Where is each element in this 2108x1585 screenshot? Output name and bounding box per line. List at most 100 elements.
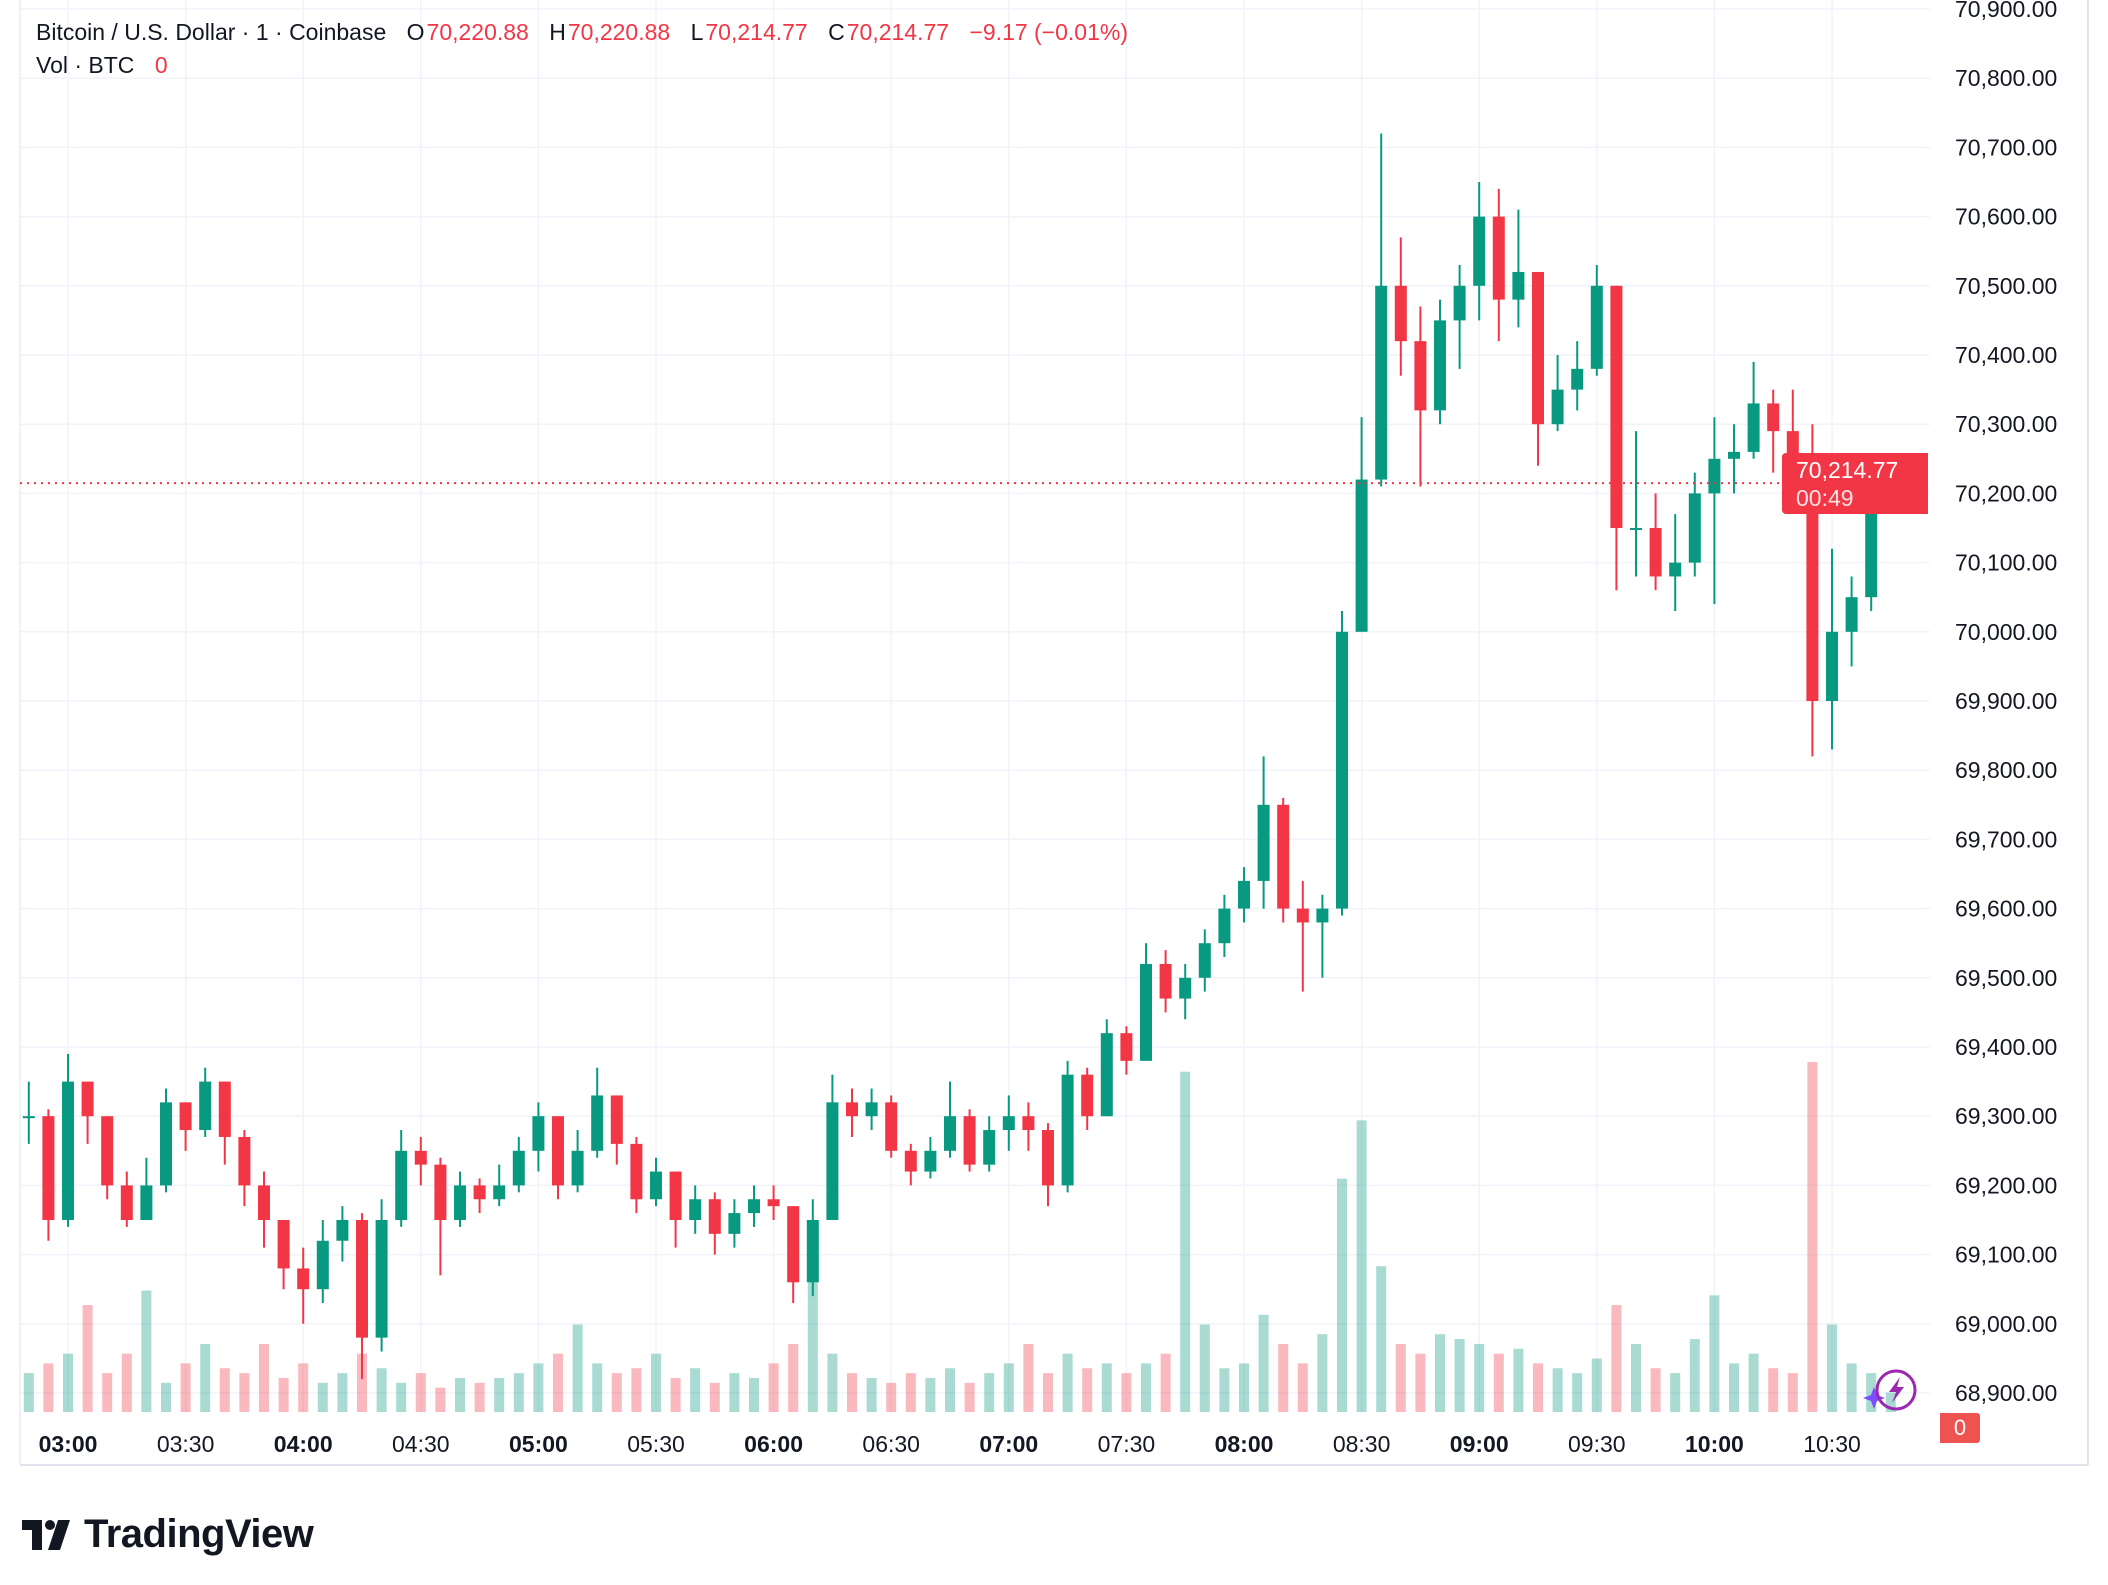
volume-bar <box>1141 1363 1151 1412</box>
volume-label[interactable]: Vol · BTC <box>36 52 135 78</box>
volume-bar <box>23 1373 34 1412</box>
candle-body <box>101 1116 114 1186</box>
tradingview-logo[interactable]: TradingView <box>22 1512 314 1557</box>
volume-bar <box>1023 1343 1034 1412</box>
candle-body <box>1492 216 1505 300</box>
volume-bar <box>670 1377 681 1412</box>
candle-body <box>983 1130 996 1165</box>
volume-bar <box>180 1363 191 1412</box>
candle-body <box>963 1116 976 1165</box>
volume-bar <box>964 1382 975 1412</box>
candle-body <box>1610 285 1623 528</box>
candle-body <box>1355 479 1368 632</box>
price-tick-label: 70,400.00 <box>1955 342 2057 368</box>
tradingview-logo-icon <box>22 1519 70 1550</box>
price-tick-label: 69,800.00 <box>1955 757 2057 783</box>
candle-body <box>669 1171 682 1220</box>
volume-bar <box>866 1377 877 1412</box>
volume-bar <box>1356 1120 1367 1412</box>
volume-bar <box>1572 1373 1583 1412</box>
price-tick-label: 70,100.00 <box>1955 550 2057 576</box>
candle-body <box>944 1116 956 1151</box>
volume-bar <box>1180 1071 1191 1412</box>
price-tick-label: 69,500.00 <box>1955 965 2057 991</box>
volume-bar <box>455 1377 465 1412</box>
price-tick-label: 70,200.00 <box>1955 480 2057 506</box>
candle-body <box>1590 285 1603 369</box>
volume-bar <box>709 1382 720 1412</box>
last-price-label: 70,214.77 00:49 <box>1782 453 1928 514</box>
change-value: −9.17 (−0.01%) <box>969 19 1129 45</box>
candle-body <box>1865 493 1878 598</box>
volume-bar <box>513 1373 524 1412</box>
symbol-title[interactable]: Bitcoin / U.S. Dollar · 1 · Coinbase <box>36 19 387 45</box>
volume-bar <box>1827 1324 1837 1412</box>
candle-body <box>1277 804 1290 909</box>
volume-bar <box>219 1368 230 1412</box>
volume-badge: 0 <box>1940 1413 1980 1443</box>
price-chart[interactable]: 70,900.00 70,800.00 70,700.00 70,600.00 70,5… <box>0 0 2108 1480</box>
close-label: C <box>828 19 845 45</box>
volume-bar <box>278 1377 289 1412</box>
volume-bar <box>1160 1353 1171 1412</box>
volume-bar <box>396 1382 407 1412</box>
volume-bar <box>435 1387 446 1412</box>
low-label: L <box>690 19 704 45</box>
time-tick-label: 03:30 <box>157 1431 215 1457</box>
candle-body <box>1512 271 1525 300</box>
price-tick-label: 69,400.00 <box>1955 1034 2057 1060</box>
volume-bar <box>357 1353 367 1412</box>
candle-body <box>395 1150 408 1220</box>
volume-bar <box>1729 1363 1739 1412</box>
price-tick-label: 69,100.00 <box>1955 1242 2057 1268</box>
volume-bar <box>1670 1373 1681 1412</box>
volume-bar <box>239 1373 250 1412</box>
volume-bar <box>1003 1363 1014 1412</box>
candle-body <box>1571 368 1584 390</box>
time-tick-label: 07:00 <box>979 1431 1038 1457</box>
volume-bar <box>1768 1368 1779 1412</box>
price-tick-label: 69,300.00 <box>1955 1103 2057 1129</box>
time-tick-label: 10:00 <box>1685 1431 1744 1457</box>
volume-row: Vol · BTC 0 <box>36 49 1130 82</box>
volume-bar <box>592 1363 603 1412</box>
candle-body <box>1394 285 1407 342</box>
candle-body <box>708 1199 721 1234</box>
volume-bar <box>1493 1353 1504 1412</box>
candle-body <box>591 1095 604 1151</box>
volume-bar <box>553 1353 563 1412</box>
volume-bar <box>1062 1353 1073 1412</box>
candle-body <box>1453 285 1466 321</box>
time-tick-label: 06:30 <box>862 1431 920 1457</box>
candle-body <box>1669 562 1682 577</box>
time-tick-label: 04:00 <box>274 1431 333 1457</box>
volume-bar <box>1513 1348 1524 1412</box>
lightning-assistant-icon[interactable] <box>1862 1365 1924 1415</box>
volume-bar <box>945 1368 955 1412</box>
volume-bar <box>1885 1392 1896 1412</box>
volume-bar <box>651 1353 661 1412</box>
time-tick-label: 08:00 <box>1215 1431 1274 1457</box>
candle-body <box>1551 389 1564 425</box>
volume-bar <box>1866 1373 1877 1412</box>
time-tick-label: 04:30 <box>392 1431 450 1457</box>
close-value: 70,214.77 <box>846 19 950 45</box>
volume-bar <box>1121 1373 1132 1412</box>
volume-bar <box>1709 1295 1720 1412</box>
volume-bar <box>1239 1363 1249 1412</box>
open-label: O <box>406 19 425 45</box>
volume-bar <box>1689 1339 1700 1412</box>
candle-body <box>81 1081 94 1117</box>
price-tick-label: 70,800.00 <box>1955 65 2057 91</box>
volume-bar <box>1415 1353 1426 1412</box>
high-label: H <box>549 19 566 45</box>
price-tick-label: 69,900.00 <box>1955 688 2057 714</box>
price-tick-label: 70,300.00 <box>1955 411 2057 437</box>
open-value: 70,220.88 <box>426 19 529 45</box>
volume-bar <box>631 1368 642 1412</box>
candle-body <box>1767 403 1780 432</box>
candle-body <box>806 1220 819 1283</box>
candle-body <box>199 1081 212 1131</box>
candle-body <box>924 1150 937 1172</box>
volume-bar <box>200 1343 211 1412</box>
